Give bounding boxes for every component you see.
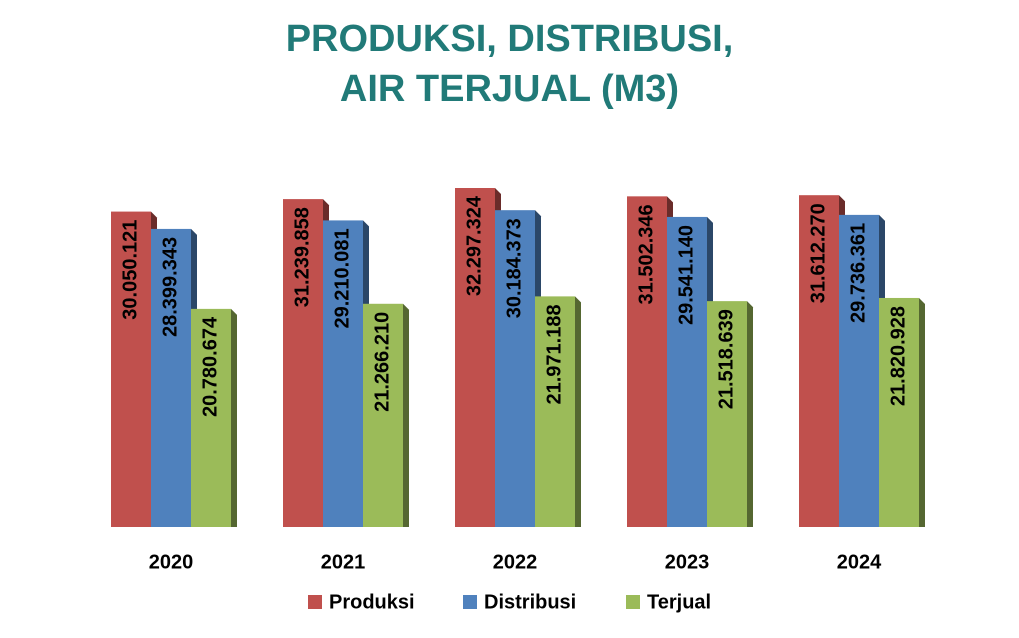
- bar: [667, 216, 707, 527]
- legend-swatch: [626, 595, 640, 609]
- value-label: 21.820.928: [887, 306, 909, 406]
- x-tick-label: 2022: [493, 551, 538, 573]
- bar: [151, 228, 191, 527]
- bar: [111, 211, 151, 527]
- value-label: 21.971.188: [543, 304, 565, 404]
- value-label: 32.297.324: [463, 195, 485, 296]
- bar-side: [231, 308, 237, 527]
- value-label: 21.518.639: [715, 309, 737, 409]
- bar-side: [403, 303, 409, 527]
- chart-title: PRODUKSI, DISTRIBUSI, AIR TERJUAL (M3): [285, 18, 734, 110]
- value-label: 30.184.373: [503, 218, 525, 318]
- bar: [839, 214, 879, 528]
- bar: [455, 188, 495, 527]
- bar: [879, 297, 919, 527]
- bar: [627, 196, 667, 527]
- x-tick-label: 2024: [837, 551, 882, 573]
- bar: [283, 199, 323, 527]
- value-label: 31.239.858: [291, 207, 313, 307]
- value-label: 29.541.140: [675, 225, 697, 325]
- legend-label: Terjual: [647, 591, 711, 613]
- value-label: 29.736.361: [847, 223, 869, 323]
- value-label: 30.050.121: [119, 220, 141, 320]
- bar: [363, 303, 403, 527]
- x-tick-label: 2021: [321, 551, 366, 573]
- bar-side: [575, 296, 581, 527]
- value-label: 21.266.210: [371, 312, 393, 412]
- bar: [799, 195, 839, 527]
- bar-side: [747, 301, 753, 527]
- bar-side: [919, 297, 925, 527]
- x-tick-label: 2023: [665, 551, 710, 573]
- value-label: 31.502.346: [635, 204, 657, 304]
- value-label: 31.612.270: [807, 203, 829, 303]
- legend-swatch: [463, 595, 477, 609]
- bar: [191, 308, 231, 527]
- bar: [535, 296, 575, 527]
- legend-label: Distribusi: [484, 591, 576, 613]
- bar: [495, 210, 535, 527]
- value-label: 28.399.343: [159, 237, 181, 337]
- x-tick-label: 2020: [149, 551, 194, 573]
- value-label: 20.780.674: [199, 316, 221, 417]
- bar: [707, 301, 747, 527]
- legend-swatch: [308, 595, 322, 609]
- value-label: 29.210.081: [331, 228, 353, 328]
- bar: [323, 220, 363, 527]
- legend-label: Produksi: [329, 591, 415, 613]
